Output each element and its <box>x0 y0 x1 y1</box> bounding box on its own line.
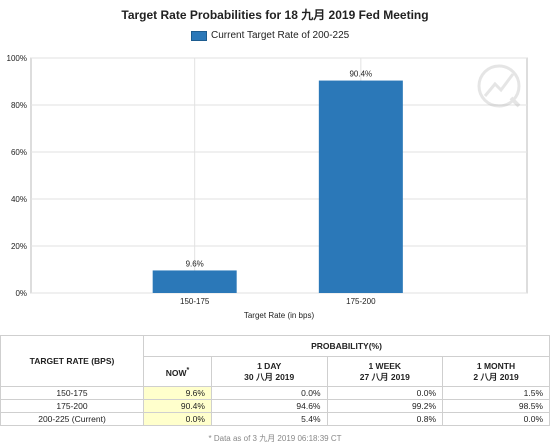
row-rate: 150-175 <box>0 386 144 400</box>
cell-1day: 0.0% <box>210 386 328 400</box>
bar[interactable] <box>318 80 403 293</box>
col-now-marker: * <box>186 365 190 374</box>
legend-label: Current Target Rate of 200-225 <box>211 30 350 41</box>
y-tick-label: 80% <box>11 101 27 110</box>
chart-legend[interactable]: Current Target Rate of 200-225 <box>191 30 349 41</box>
cell-1month: 98.5% <box>442 399 550 413</box>
bar-data-label: 90.4% <box>349 70 372 79</box>
cell-now: 9.6% <box>143 386 212 400</box>
cell-1week: 99.2% <box>326 399 444 413</box>
col-1month-date: 2 八月 2019 <box>473 371 519 382</box>
col-1month-label: 1 MONTH <box>476 360 516 371</box>
y-tick-label: 0% <box>15 289 27 298</box>
col-1week-date: 27 八月 2019 <box>359 371 410 382</box>
row-rate: 175-200 <box>0 399 144 413</box>
probability-table: TARGET RATE (BPS) PROBABILITY(%) NOW* 1 … <box>0 335 550 426</box>
cell-1day: 94.6% <box>210 399 328 413</box>
chart-title: Target Rate Probabilities for 18 九月 2019… <box>121 8 429 22</box>
watermark-logo <box>477 64 521 108</box>
data-timestamp-note: * Data as of 3 九月 2019 06:18:39 CT <box>208 434 342 443</box>
y-tick-label: 40% <box>11 195 27 204</box>
cell-now: 90.4% <box>143 399 212 413</box>
col-1day-date: 30 八月 2019 <box>244 371 295 382</box>
header-probability: PROBABILITY(%) <box>143 335 550 357</box>
y-tick-label: 100% <box>7 54 27 63</box>
cell-1month: 1.5% <box>442 386 550 400</box>
x-tick-label: 175-200 <box>346 297 376 306</box>
col-now: NOW* <box>143 356 212 387</box>
bar-chart: 0% 20% 40% 60% 80% 100% 9.6% 150-175 90.4% 175-20… <box>7 54 528 320</box>
legend-swatch <box>191 30 207 41</box>
col-1week-label: 1 WEEK <box>368 360 402 371</box>
cell-1month: 0.0% <box>442 412 550 426</box>
bar[interactable] <box>152 270 237 293</box>
plot-area <box>30 57 528 294</box>
y-tick-label: 60% <box>11 148 27 157</box>
cell-1week: 0.8% <box>326 412 444 426</box>
col-1day: 1 DAY 30 八月 2019 <box>210 356 328 387</box>
table-row: 200-225 (Current) 0.0% 5.4% 0.8% 0.0% <box>0 412 550 426</box>
cell-1week: 0.0% <box>326 386 444 400</box>
y-tick-label: 20% <box>11 242 27 251</box>
row-rate: 200-225 (Current) <box>0 412 144 426</box>
col-1week: 1 WEEK 27 八月 2019 <box>326 356 444 387</box>
table-row: 150-175 9.6% 0.0% 0.0% 1.5% <box>0 386 550 400</box>
table-row: 175-200 90.4% 94.6% 99.2% 98.5% <box>0 399 550 413</box>
x-axis-title: Target Rate (in bps) <box>244 311 315 320</box>
bar-data-label: 9.6% <box>186 259 204 268</box>
cell-1day: 5.4% <box>210 412 328 426</box>
cell-now: 0.0% <box>143 412 212 426</box>
col-now-label: NOW <box>165 367 187 378</box>
col-1month: 1 MONTH 2 八月 2019 <box>442 356 550 387</box>
col-1day-label: 1 DAY <box>257 360 282 371</box>
header-target-rate: TARGET RATE (BPS) <box>0 335 144 387</box>
x-tick-label: 150-175 <box>180 297 210 306</box>
